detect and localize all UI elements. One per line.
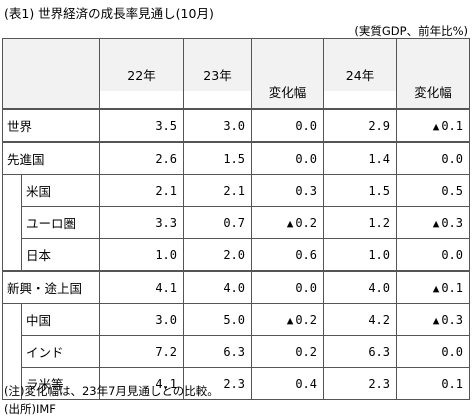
value-24: 1.2	[323, 206, 397, 239]
change-24: ▲ 0.1	[396, 270, 470, 304]
value-22: 7.2	[99, 335, 184, 368]
change-23: 0.6	[251, 238, 324, 272]
header-row-2: 22年 23年 変化幅 24年 変化幅	[2, 57, 470, 110]
value-23: 4.0	[183, 270, 252, 304]
value-22: 4.1	[99, 367, 184, 400]
value-23: 0.7	[183, 206, 252, 239]
header-change24-top	[396, 38, 470, 74]
change-23: ▲ 0.2	[251, 206, 324, 239]
header-22-label: 22年	[99, 57, 184, 93]
table-row: 世界 3.5 3.0 0.0 2.9 ▲ 0.1	[2, 108, 470, 143]
table-row: 新興・途上国 4.1 4.0 0.0 4.0 ▲ 0.1	[2, 270, 470, 304]
row-label: 先進国	[2, 141, 100, 175]
table-row: 中国 3.0 5.0 ▲ 0.2 4.2 ▲ 0.3	[2, 303, 470, 336]
value-23: 2.1	[183, 174, 252, 207]
value-23: 2.0	[183, 238, 252, 272]
negative-mark: ▲	[286, 216, 294, 230]
header-change23-top	[251, 38, 324, 74]
unit-label: (実質GDP、前年比%)	[354, 24, 468, 38]
change-23: 0.2	[251, 335, 324, 368]
table-row: インド 7.2 6.3 0.2 6.3 0.0	[2, 335, 470, 368]
change-24: 0.0	[396, 335, 470, 368]
value-24: 2.3	[323, 367, 397, 400]
value-22: 2.1	[99, 174, 184, 207]
row-label: インド	[21, 335, 100, 368]
value-23: 1.5	[183, 141, 252, 175]
footnote: (注)変化幅は、23年7月見通しとの比較。	[4, 384, 219, 398]
value-24: 4.0	[323, 270, 397, 304]
value-22: 3.5	[99, 108, 184, 143]
change-23: 0.0	[251, 270, 324, 304]
table-row: 日本 1.0 2.0 0.6 1.0 0.0	[2, 238, 470, 272]
change-23: 0.0	[251, 141, 324, 175]
value-22: 3.0	[99, 303, 184, 336]
value-23: 2.3	[183, 367, 252, 400]
indent-cell	[2, 206, 22, 239]
change-24: 0.1	[396, 367, 470, 400]
header-blank	[2, 38, 100, 74]
row-label: 米国	[21, 174, 100, 207]
table-title: (表1) 世界経済の成長率見通し(10月)	[4, 6, 214, 21]
negative-mark: ▲	[432, 119, 440, 133]
growth-outlook-table: 22年 23年 変化幅 24年 変化幅 世界 3.5 3.0 0.0 2.9 ▲…	[2, 38, 470, 400]
negative-mark: ▲	[286, 313, 294, 327]
row-label: 日本	[21, 238, 100, 272]
value-23: 3.0	[183, 108, 252, 143]
header-23-label: 23年	[183, 57, 252, 93]
value-22: 2.6	[99, 141, 184, 175]
source-note: (出所)IMF	[4, 402, 56, 416]
value-24: 4.2	[323, 303, 397, 336]
change-23: 0.3	[251, 174, 324, 207]
value-23: 5.0	[183, 303, 252, 336]
indent-cell	[2, 174, 22, 207]
value-22: 4.1	[99, 270, 184, 304]
row-label: 新興・途上国	[2, 270, 100, 304]
table-row: 先進国 2.6 1.5 0.0 1.4 0.0	[2, 141, 470, 175]
header-change24: 変化幅	[396, 74, 470, 110]
row-label: 世界	[2, 108, 100, 143]
indent-cell	[2, 335, 22, 368]
value-24: 1.4	[323, 141, 397, 175]
value-24: 6.3	[323, 335, 397, 368]
change-23: 0.0	[251, 108, 324, 143]
change-23: 0.4	[251, 367, 324, 400]
value-24: 1.5	[323, 174, 397, 207]
value-23: 6.3	[183, 335, 252, 368]
change-24: ▲ 0.3	[396, 206, 470, 239]
indent-cell	[2, 303, 22, 336]
header-change23: 変化幅	[251, 74, 324, 110]
negative-mark: ▲	[432, 216, 440, 230]
indent-cell	[2, 238, 22, 272]
value-24: 2.9	[323, 108, 397, 143]
change-24: ▲ 0.1	[396, 108, 470, 143]
value-24: 1.0	[323, 238, 397, 272]
row-label: ユーロ圏	[21, 206, 100, 239]
header-blank-2	[2, 74, 100, 110]
header-24-label: 24年	[323, 57, 397, 93]
change-24: 0.0	[396, 238, 470, 272]
change-24: ▲ 0.3	[396, 303, 470, 336]
negative-mark: ▲	[432, 313, 440, 327]
negative-mark: ▲	[432, 281, 440, 295]
table-row: ラ米等 4.1 2.3 0.4 2.3 0.1	[2, 367, 470, 400]
value-22: 3.3	[99, 206, 184, 239]
table-row: ユーロ圏 3.3 0.7 ▲ 0.2 1.2 ▲ 0.3	[2, 206, 470, 239]
change-24: 0.5	[396, 174, 470, 207]
table-row: 米国 2.1 2.1 0.3 1.5 0.5	[2, 174, 470, 207]
value-22: 1.0	[99, 238, 184, 272]
change-23: ▲ 0.2	[251, 303, 324, 336]
change-24: 0.0	[396, 141, 470, 175]
row-label: ラ米等	[21, 367, 100, 400]
row-label: 中国	[21, 303, 100, 336]
